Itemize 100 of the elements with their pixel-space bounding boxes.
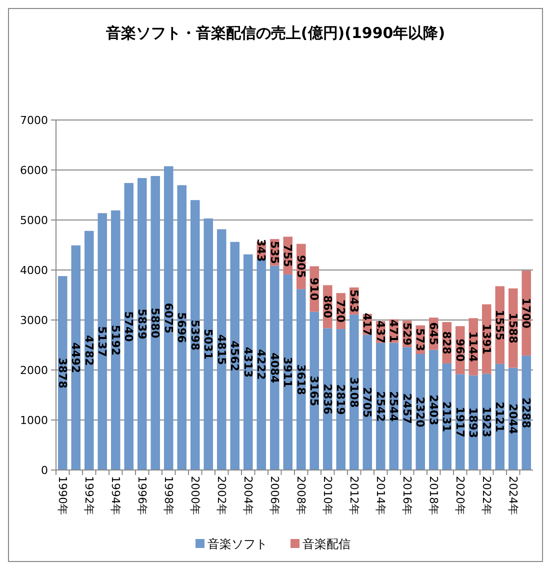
bar (150, 176, 160, 470)
data-label: 4815 (214, 334, 228, 365)
data-label: 1391 (480, 324, 493, 354)
y-tick-label: 3000 (20, 314, 48, 327)
data-label: 535 (268, 240, 281, 264)
data-label: 2121 (493, 402, 506, 432)
data-label: 437 (374, 320, 387, 344)
data-label: 755 (281, 244, 294, 268)
x-tick-label: 2018年 (426, 476, 440, 515)
data-label: 5398 (188, 320, 202, 350)
data-label: 4562 (228, 340, 242, 372)
x-tick-label: 2006年 (268, 476, 281, 515)
data-label: 4492 (69, 342, 82, 374)
y-tick-label: 2000 (20, 364, 48, 377)
chart-title: 音楽ソフト・音楽配信の売上(億円)(1990年以降) (104, 24, 446, 42)
bar (137, 178, 147, 470)
data-label: 645 (426, 322, 440, 346)
y-tick-label: 7000 (20, 114, 48, 127)
data-label: 1893 (466, 407, 480, 438)
x-tick-label: 1992年 (82, 476, 96, 515)
data-label: 5880 (148, 308, 162, 339)
data-label: 3165 (308, 376, 321, 406)
data-label: 343 (254, 238, 268, 262)
data-label: 5192 (108, 324, 122, 356)
bar (296, 289, 306, 470)
y-tick-label: 0 (41, 464, 48, 477)
data-label: 2836 (320, 384, 334, 415)
x-tick-label: 2004年 (241, 476, 254, 515)
x-tick-label: 2012年 (347, 476, 360, 515)
x-tick-label: 2022年 (480, 476, 493, 515)
data-label: 905 (294, 254, 308, 278)
bar (243, 254, 253, 470)
x-tick-label: 2024年 (506, 476, 520, 515)
data-label: 2131 (440, 401, 454, 432)
bar (349, 314, 359, 470)
x-tick-label: 2016年 (400, 476, 414, 515)
data-label: 2705 (360, 387, 374, 418)
bar (270, 266, 280, 470)
data-label: 529 (400, 322, 414, 346)
bar (283, 274, 293, 470)
data-label: 417 (360, 312, 374, 336)
data-label: 4084 (268, 352, 281, 384)
y-tick-label: 6000 (20, 164, 48, 177)
data-label: 2044 (506, 404, 520, 435)
y-tick-label: 5000 (20, 214, 48, 227)
x-tick-label: 2008年 (294, 476, 308, 515)
y-tick-label: 1000 (20, 414, 48, 427)
x-tick-label: 2002年 (214, 476, 228, 515)
data-label: 1144 (466, 331, 480, 362)
bar (216, 229, 226, 470)
x-tick-label: 2000年 (188, 476, 202, 515)
bar (322, 328, 332, 470)
data-label: 2288 (520, 397, 533, 428)
bar (84, 230, 94, 470)
legend-label: 音楽配信 (302, 537, 350, 552)
bar (190, 200, 200, 470)
data-label: 3618 (294, 364, 308, 395)
bar (177, 185, 187, 470)
bar (71, 245, 81, 470)
data-label: 3108 (347, 376, 360, 408)
bar (362, 334, 372, 470)
data-label: 5696 (175, 312, 188, 344)
data-label: 2819 (334, 384, 348, 415)
bar (164, 166, 174, 470)
bar (204, 218, 214, 470)
bar (98, 213, 108, 470)
data-label: 5740 (122, 311, 136, 342)
data-label: 1588 (506, 312, 520, 344)
x-tick-label: 1996年 (135, 476, 148, 515)
x-tick-label: 1998年 (162, 476, 175, 515)
x-tick-label: 1990年 (56, 476, 69, 515)
data-label: 4222 (254, 349, 268, 380)
data-label: 2320 (414, 396, 427, 428)
bar (310, 312, 320, 470)
data-label: 471 (387, 320, 400, 343)
data-label: 4782 (82, 335, 96, 366)
data-label: 5031 (202, 328, 215, 360)
data-label: 1700 (520, 298, 533, 329)
data-label: 960 (453, 338, 466, 362)
data-label: 2457 (400, 393, 414, 424)
x-tick-label: 1994年 (108, 476, 122, 515)
x-tick-label: 2014年 (374, 476, 387, 515)
data-label: 910 (308, 278, 321, 301)
data-label: 2544 (387, 391, 400, 422)
data-label: 828 (440, 331, 454, 354)
data-label: 2542 (374, 391, 387, 422)
legend-label: 音楽ソフト (208, 537, 268, 552)
x-tick-label: 2020年 (453, 476, 466, 515)
data-label: 5839 (135, 308, 148, 340)
data-label: 1923 (480, 406, 493, 438)
data-label: 3878 (56, 358, 69, 388)
data-label: 1917 (453, 406, 466, 438)
data-label: 5137 (96, 326, 109, 357)
bar (58, 276, 68, 470)
data-label: 6075 (162, 302, 175, 334)
data-label: 4313 (241, 346, 254, 378)
bar (124, 183, 134, 470)
bar (230, 242, 240, 470)
data-label: 3911 (281, 356, 294, 388)
x-tick-label: 2010年 (320, 476, 334, 515)
